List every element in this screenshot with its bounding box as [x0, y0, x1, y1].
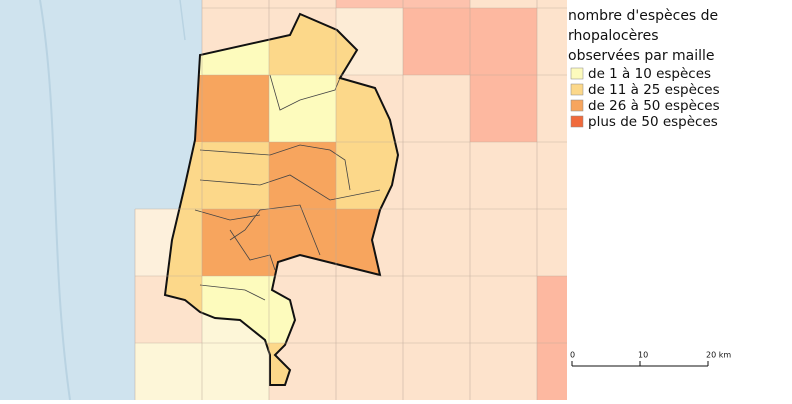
legend-title: rhopalocères	[568, 28, 659, 44]
legend: nombre d'espèces de rhopalocères observées…	[568, 8, 720, 130]
scale-label: 10	[638, 351, 648, 360]
legend-label: plus de 50 espèces	[588, 114, 718, 130]
legend-panel	[567, 0, 792, 400]
legend-swatch	[570, 115, 584, 128]
legend-label: de 11 à 25 espèces	[588, 82, 720, 98]
legend-label: de 26 à 50 espèces	[588, 98, 720, 114]
commune-outline	[163, 12, 400, 386]
legend-title: nombre d'espèces de	[568, 8, 718, 24]
legend-swatch	[570, 67, 584, 80]
scale-bar: 0 10 20 km	[570, 351, 731, 367]
legend-swatch	[570, 99, 584, 112]
legend-swatch	[570, 83, 584, 96]
legend-label: de 1 à 10 espèces	[588, 66, 711, 82]
scale-label: 20 km	[706, 351, 731, 360]
grid	[134, 0, 567, 400]
scale-label: 0	[570, 351, 575, 360]
legend-title: observées par maille	[568, 48, 715, 64]
